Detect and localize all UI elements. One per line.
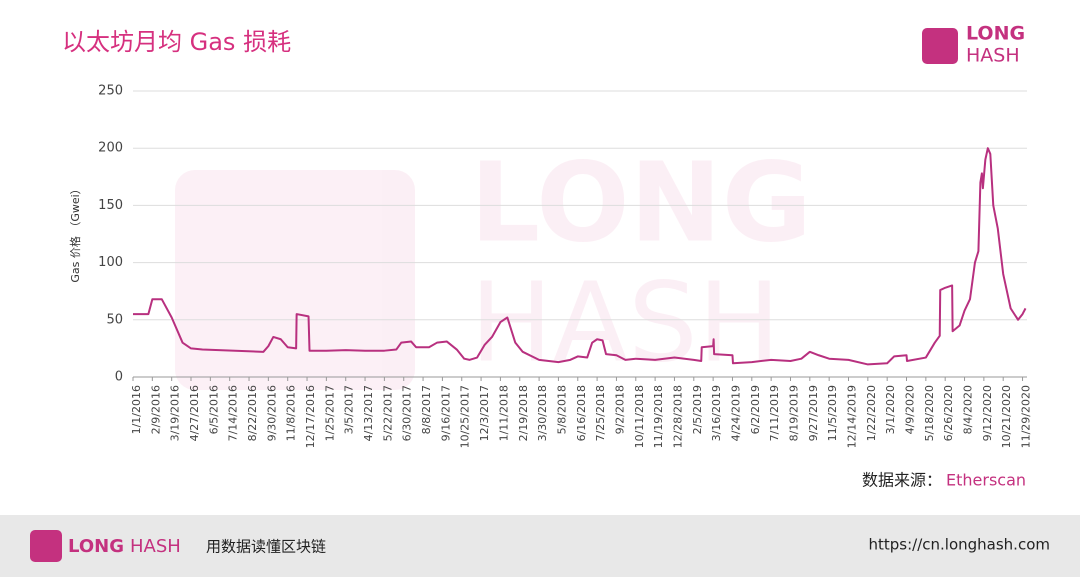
- x-tick-label: 11/19/2018: [652, 385, 665, 448]
- x-tick-label: 7/14/2016: [227, 385, 240, 441]
- x-tick-label: 2/9/2016: [149, 385, 162, 434]
- footer-url: https://cn.longhash.com: [869, 536, 1051, 554]
- x-tick-label: 10/21/2020: [1000, 385, 1013, 448]
- y-tick-label: 150: [98, 198, 123, 213]
- x-tick-label: 3/19/2016: [169, 385, 182, 441]
- watermark: LONG HASH: [175, 138, 812, 390]
- x-tick-label: 6/2/2019: [749, 385, 762, 434]
- x-tick-label: 1/1/2016: [130, 385, 143, 434]
- x-tick-label: 11/8/2016: [285, 385, 298, 441]
- footer-slogan: 用数据读懂区块链: [206, 538, 326, 556]
- x-tick-label: 7/11/2019: [768, 385, 781, 441]
- x-tick-label: 12/3/2017: [478, 385, 491, 441]
- x-tick-label: 9/30/2016: [265, 385, 278, 441]
- x-tick-label: 9/16/2017: [439, 385, 452, 441]
- x-tick-label: 6/5/2016: [207, 385, 220, 434]
- x-tick-label: 3/16/2019: [710, 385, 723, 441]
- y-tick-label: 200: [98, 141, 123, 156]
- x-tick-label: 8/8/2017: [420, 385, 433, 434]
- x-tick-label: 4/27/2016: [188, 385, 201, 441]
- x-tick-label: 12/28/2018: [671, 385, 684, 448]
- x-tick-label: 7/25/2018: [594, 385, 607, 441]
- footer-bar: [0, 515, 1080, 577]
- x-tick-label: 9/12/2020: [981, 385, 994, 441]
- x-tick-label: 4/24/2019: [729, 385, 742, 441]
- y-axis-label: Gas 价格 （Gwei）: [68, 183, 82, 282]
- x-tick-label: 2/19/2018: [517, 385, 530, 441]
- x-tick-label: 8/19/2019: [787, 385, 800, 441]
- x-tick-label: 6/30/2017: [401, 385, 414, 441]
- x-tick-label: 4/9/2020: [904, 385, 917, 434]
- x-tick-label: 11/5/2019: [826, 385, 839, 441]
- source-label: 数据来源：: [862, 471, 942, 490]
- logo-text: LONG: [966, 23, 1025, 45]
- y-tick-label: 250: [98, 84, 123, 99]
- x-tick-label: 8/4/2020: [962, 385, 975, 434]
- source-name: Etherscan: [946, 471, 1026, 490]
- x-tick-label: 8/22/2016: [246, 385, 259, 441]
- x-tick-label: 11/29/2020: [1020, 385, 1033, 448]
- x-tick-label: 6/16/2018: [575, 385, 588, 441]
- x-tick-label: 1/11/2018: [497, 385, 510, 441]
- x-tick-label: 9/27/2019: [807, 385, 820, 441]
- x-tick-label: 4/13/2017: [362, 385, 375, 441]
- logo: LONG HASH: [922, 23, 1025, 67]
- x-tick-label: 6/26/2020: [942, 385, 955, 441]
- footer-brand: HASH: [130, 536, 181, 557]
- y-tick-label: 50: [106, 312, 123, 327]
- y-tick-label: 0: [115, 370, 123, 385]
- x-tick-label: 3/5/2017: [343, 385, 356, 434]
- logo-icon: [922, 28, 958, 64]
- x-tick-label: 12/17/2016: [304, 385, 317, 448]
- chart-title: 以太坊月均 Gas 损耗: [62, 28, 291, 56]
- footer-icon: [30, 530, 62, 562]
- x-tick-label: 12/14/2019: [845, 385, 858, 448]
- x-tick-label: 10/11/2018: [633, 385, 646, 448]
- watermark-text: LONG: [470, 138, 812, 266]
- x-tick-label: 5/8/2018: [555, 385, 568, 434]
- x-tick-label: 2/5/2019: [691, 385, 704, 434]
- x-tick-label: 3/1/2020: [884, 385, 897, 434]
- x-tick-label: 1/22/2020: [865, 385, 878, 441]
- x-tick-label: 5/22/2017: [381, 385, 394, 441]
- x-tick-label: 3/30/2018: [536, 385, 549, 441]
- y-tick-label: 100: [98, 255, 123, 270]
- x-tick-label: 10/25/2017: [459, 385, 472, 448]
- footer-brand: LONG: [68, 536, 124, 557]
- x-tick-label: 9/2/2018: [613, 385, 626, 434]
- x-tick-label: 1/25/2017: [323, 385, 336, 441]
- watermark-icon: [175, 170, 415, 390]
- x-tick-label: 5/18/2020: [923, 385, 936, 441]
- logo-text: HASH: [966, 45, 1020, 67]
- watermark-text: HASH: [470, 258, 781, 386]
- line: [133, 147, 1027, 366]
